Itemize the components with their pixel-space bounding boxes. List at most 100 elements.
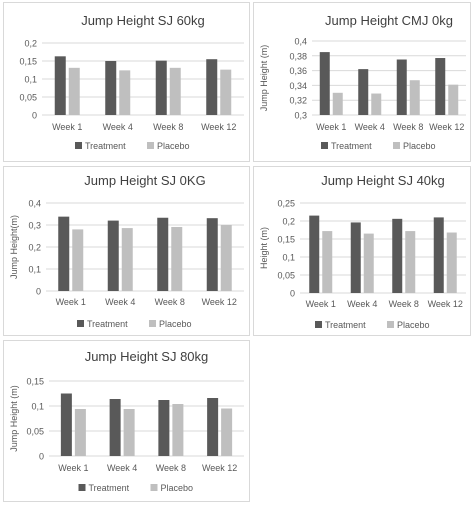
y-tick-label: 0,15 [26, 377, 44, 387]
y-tick-label: 0,2 [24, 39, 37, 49]
bar-treatment-week-4 [109, 399, 121, 456]
bar-treatment-week-1 [309, 215, 320, 293]
bar-placebo-week-4 [371, 93, 382, 115]
chart-title: Jump Height SJ 60kg [81, 13, 205, 28]
bar-placebo-week-1 [72, 229, 84, 291]
x-tick-label: Week 8 [389, 299, 419, 309]
bar-treatment-week-4 [107, 220, 119, 291]
bar-treatment-week-8 [155, 60, 167, 115]
bar-placebo-week-12 [446, 232, 457, 293]
y-tick-label: 0,1 [28, 265, 41, 275]
legend-swatch-placebo [147, 142, 154, 149]
x-tick-label: Week 8 [153, 122, 183, 132]
chart-title: Jump Height SJ 40kg [321, 173, 445, 188]
x-tick-label: Week 4 [355, 122, 385, 132]
chart-title: Jump Height SJ 0KG [84, 173, 205, 188]
y-tick-label: 0,2 [28, 243, 41, 253]
y-tick-label: 0,05 [277, 271, 295, 281]
x-tick-label: Week 1 [58, 463, 88, 473]
chart-sj-60kg: Jump Height SJ 60kg 0 0,05 0,1 0,15 0,2 Week 1… [19, 13, 244, 151]
x-tick-label: Week 1 [56, 297, 86, 307]
bar-treatment-week-8 [396, 59, 407, 115]
bar-placebo-week-1 [332, 92, 343, 115]
bar-placebo-week-8 [172, 404, 184, 456]
y-tick-label: 0,1 [282, 253, 295, 263]
x-tick-label: Week 12 [201, 122, 236, 132]
x-tick-label: Week 1 [316, 122, 346, 132]
bar-treatment-week-4 [350, 222, 361, 293]
x-tick-label: Week 8 [393, 122, 423, 132]
y-tick-label: 0,05 [26, 427, 44, 437]
y-axis-label: Jump Height(m) [9, 215, 19, 279]
legend-swatch-treatment [321, 142, 328, 149]
y-tick-label: 0,3 [28, 221, 41, 231]
y-tick-label: 0,1 [31, 402, 44, 412]
legend-swatch-placebo [149, 320, 156, 327]
x-tick-label: Week 8 [155, 297, 185, 307]
chart-panel-cmj-0kg: Jump Height CMJ 0kg Jump Height (m) 0,3 0,3… [253, 2, 471, 162]
y-tick-label: 0,1 [24, 75, 37, 85]
bar-placebo-week-8 [405, 231, 416, 293]
bar-treatment-week-1 [60, 393, 72, 456]
y-tick-label: 0,4 [28, 199, 41, 209]
legend-label-placebo: Placebo [403, 141, 436, 151]
legend-label-treatment: Treatment [331, 141, 372, 151]
y-tick-label: 0,38 [289, 51, 307, 61]
bar-treatment-week-12 [433, 217, 444, 293]
y-tick-label: 0,15 [277, 235, 295, 245]
chart-panel-sj-60kg: Jump Height SJ 60kg 0 0,05 0,1 0,15 0,2 Week 1… [3, 2, 250, 162]
chart-panel-sj-80kg: Jump Height SJ 80kg Jump Height (m) 0 0,05 0… [3, 340, 250, 502]
x-tick-label: Week 4 [107, 463, 137, 473]
legend-label-treatment: Treatment [89, 483, 130, 493]
legend-swatch-placebo [150, 484, 158, 491]
bar-placebo-week-4 [121, 228, 133, 291]
x-tick-label: Week 8 [156, 463, 186, 473]
bar-treatment-week-12 [206, 59, 218, 115]
bar-placebo-week-8 [171, 226, 183, 291]
bar-placebo-week-12 [220, 225, 232, 291]
legend-label-treatment: Treatment [325, 320, 366, 330]
bar-treatment-week-1 [319, 52, 330, 115]
legend-label-treatment: Treatment [87, 319, 128, 329]
bar-placebo-week-12 [220, 69, 232, 115]
y-tick-label: 0,25 [277, 199, 295, 209]
chart-title: Jump Height CMJ 0kg [325, 13, 453, 28]
bar-treatment-week-4 [358, 69, 369, 115]
bar-treatment-week-8 [157, 217, 169, 291]
x-tick-label: Week 4 [105, 297, 135, 307]
chart-sj-0kg: Jump Height SJ 0KG Jump Height(m) 0 0,1 0,2 0… [9, 173, 244, 329]
bar-placebo-week-1 [74, 409, 86, 456]
bar-treatment-week-12 [206, 218, 218, 291]
legend-swatch-treatment [78, 484, 86, 491]
bar-treatment-week-8 [158, 400, 170, 456]
bar-placebo-week-12 [448, 84, 459, 115]
bar-treatment-week-12 [435, 58, 446, 115]
y-tick-label: 0,15 [19, 57, 37, 67]
x-tick-label: Week 1 [306, 299, 336, 309]
y-tick-label: 0 [36, 287, 41, 297]
x-tick-label: Week 1 [52, 122, 82, 132]
bar-treatment-week-1 [58, 216, 70, 291]
bar-placebo-week-4 [123, 409, 135, 456]
x-tick-label: Week 12 [202, 463, 237, 473]
legend-label-placebo: Placebo [161, 483, 194, 493]
legend-swatch-treatment [77, 320, 84, 327]
x-tick-label: Week 12 [428, 299, 463, 309]
legend-label-treatment: Treatment [85, 141, 126, 151]
legend-swatch-treatment [75, 142, 82, 149]
bar-treatment-week-12 [207, 398, 219, 456]
y-axis-label: Height (m) [259, 227, 269, 269]
legend-swatch-treatment [315, 321, 322, 328]
bar-placebo-week-4 [119, 70, 131, 115]
y-axis-label: Jump Height (m) [259, 45, 269, 112]
y-axis-label: Jump Height (m) [9, 385, 19, 452]
y-tick-label: 0,2 [282, 217, 295, 227]
chart-sj-80kg: Jump Height SJ 80kg Jump Height (m) 0 0,05 0… [9, 349, 244, 493]
x-tick-label: Week 4 [347, 299, 377, 309]
y-tick-label: 0,34 [289, 81, 307, 91]
chart-panel-sj-0kg: Jump Height SJ 0KG Jump Height(m) 0 0,1 0,2 0… [3, 166, 250, 336]
legend-label-placebo: Placebo [159, 319, 192, 329]
y-tick-label: 0,05 [19, 93, 37, 103]
bar-placebo-week-1 [322, 231, 333, 293]
y-tick-label: 0,32 [289, 96, 307, 106]
